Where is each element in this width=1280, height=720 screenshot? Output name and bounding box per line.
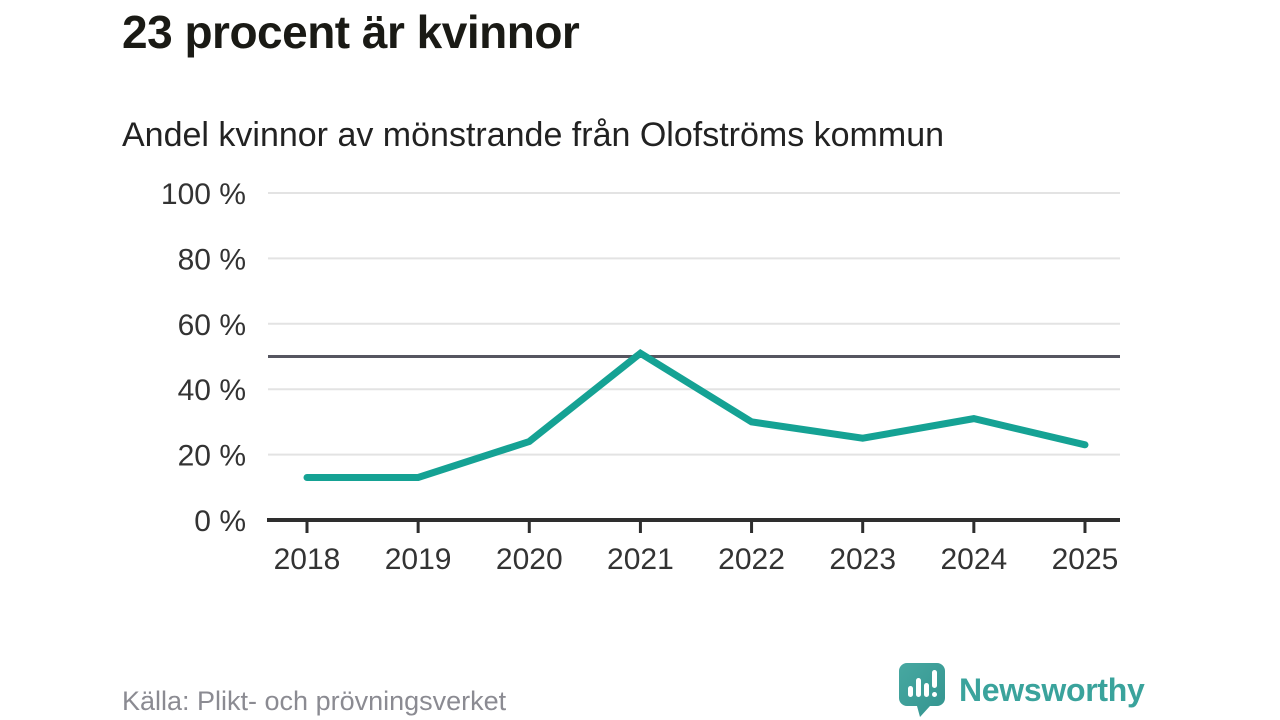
x-tick-label: 2025 (1052, 543, 1119, 576)
newsworthy-logo: Newsworthy (898, 662, 1145, 718)
chart-subtitle: Andel kvinnor av mönstrande från Olofstr… (122, 116, 945, 154)
x-tick-label: 2019 (385, 543, 452, 576)
x-tick-label: 2018 (274, 543, 341, 576)
y-tick-label: 100 % (161, 178, 246, 211)
y-tick-label: 20 % (178, 440, 246, 473)
x-tick-label: 2024 (940, 543, 1007, 576)
speech-bubble-shape (899, 663, 945, 717)
page-title: 23 procent är kvinnor (122, 6, 580, 58)
newsworthy-logo-icon (899, 663, 945, 717)
source-note: Källa: Plikt- och prövningsverket (122, 686, 507, 716)
bar-chart-exclamation-glyph (908, 670, 937, 697)
chart-svg: 0 % 20 % 40 % 60 % 80 % 100 % 2018 2019 2020 2021… (161, 178, 1120, 576)
x-tick-label: 2021 (607, 543, 674, 576)
y-tick-label: 80 % (178, 243, 246, 276)
y-tick-label: 60 % (178, 309, 246, 342)
x-tick-label: 2023 (829, 543, 896, 576)
newsworthy-logo-text: Newsworthy (959, 671, 1145, 708)
x-tick-label: 2022 (718, 543, 785, 576)
y-tick-label: 40 % (178, 374, 246, 407)
data-line (303, 348, 1089, 481)
x-tick-label: 2020 (496, 543, 563, 576)
y-tick-label: 0 % (194, 505, 246, 538)
